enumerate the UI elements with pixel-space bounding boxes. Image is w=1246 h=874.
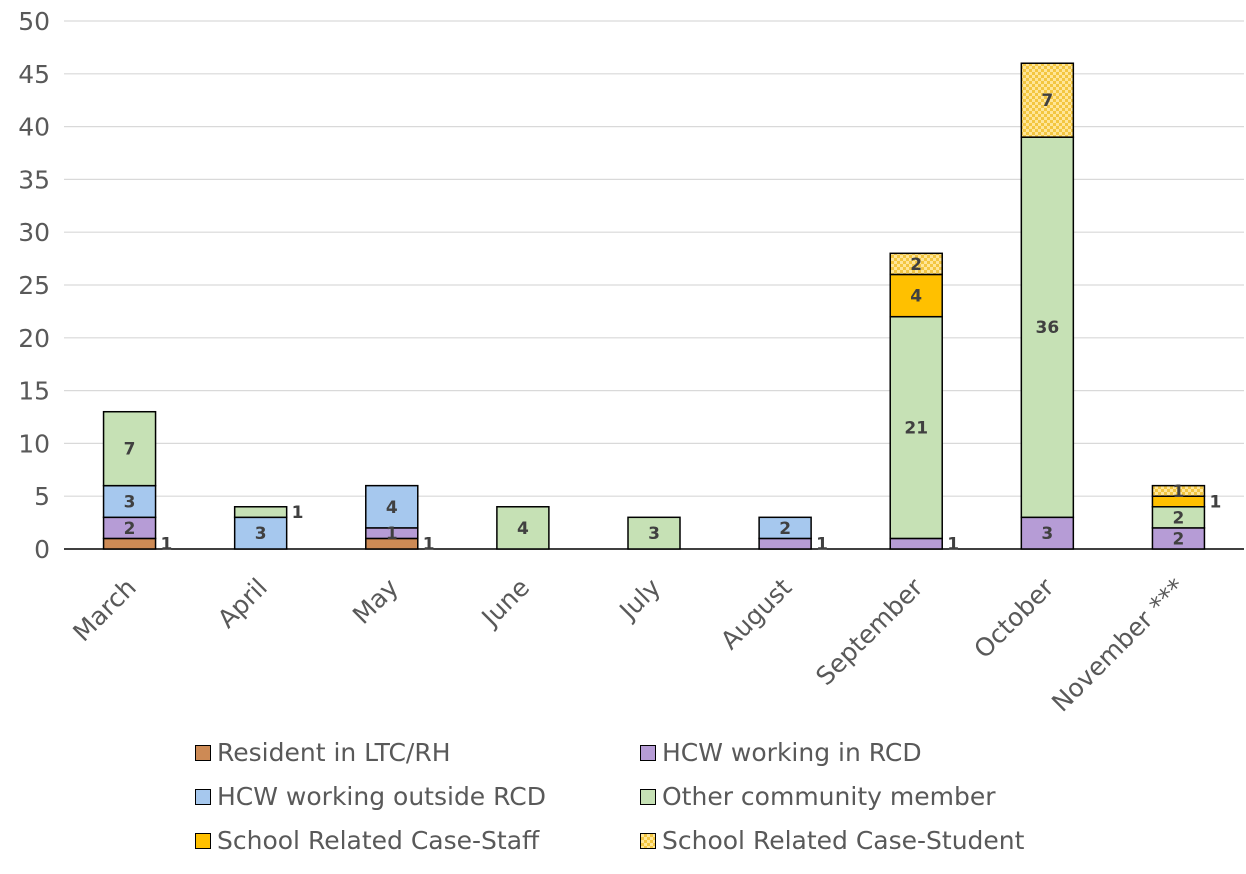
data-label: 7 (1041, 91, 1053, 111)
data-label: 2 (779, 519, 791, 539)
legend: Resident in LTC/RH HCW working in RCD HCW … (195, 738, 1195, 868)
data-label: 36 (1035, 318, 1059, 338)
bar-segment (758, 537, 812, 550)
x-tick-label: July (613, 573, 667, 627)
data-label: 3 (255, 524, 267, 544)
data-label: 21 (904, 419, 928, 439)
y-tick-label: 50 (18, 7, 50, 36)
legend-label: Other community member (662, 782, 996, 811)
legend-swatch (195, 744, 211, 761)
bar-segment (1151, 484, 1206, 497)
y-tick-label: 10 (18, 429, 50, 458)
legend-label: School Related Case-Student (662, 826, 1025, 855)
y-tick-label: 35 (18, 165, 50, 194)
x-axis-tick-labels: March April May June July August September Octo… (67, 572, 1190, 717)
y-tick-label: 30 (18, 218, 50, 247)
data-label: 2 (124, 519, 136, 539)
x-tick-label: September (810, 572, 929, 691)
x-tick-label: November *** (1046, 573, 1191, 718)
bar-segment (233, 516, 288, 550)
legend-swatch (195, 832, 211, 849)
x-tick-label: June (475, 573, 535, 633)
y-tick-label: 15 (18, 377, 50, 406)
data-label: 4 (517, 519, 529, 539)
data-label: 3 (124, 492, 136, 512)
legend-label: School Related Case-Staff (217, 826, 540, 855)
x-tick-label: May (347, 573, 404, 630)
x-tick-label: April (212, 573, 273, 634)
legend-swatch (640, 788, 656, 805)
data-label: 3 (648, 524, 660, 544)
data-label: 1 (423, 535, 435, 555)
legend-item: School Related Case-Student (640, 826, 1024, 855)
data-label: 1 (161, 535, 173, 555)
y-tick-label: 20 (18, 324, 50, 353)
y-tick-label: 45 (18, 60, 50, 89)
y-axis-tick-labels: 0 5 10 15 20 25 30 35 40 45 50 (18, 7, 50, 564)
x-tick-label: October (968, 572, 1060, 664)
data-label: 4 (910, 287, 922, 307)
y-tick-label: 0 (34, 535, 50, 564)
bar-segment (758, 516, 812, 540)
data-label: 1 (386, 524, 398, 544)
data-label: 2 (1173, 529, 1185, 549)
bar-segment (102, 410, 157, 487)
data-label: 1 (816, 535, 828, 555)
bar-segment (627, 516, 681, 550)
legend-swatch (195, 788, 211, 805)
legend-item: Resident in LTC/RH (195, 738, 451, 767)
legend-label: HCW working outside RCD (217, 782, 546, 811)
x-tick-label: March (67, 573, 141, 647)
data-label: 1 (292, 503, 304, 523)
bar-segment (102, 537, 157, 550)
data-label: 4 (386, 498, 398, 518)
bar-segment (1020, 62, 1075, 138)
data-label: 2 (1173, 508, 1185, 528)
bar-segment (889, 537, 943, 550)
data-label: 2 (910, 255, 922, 275)
legend-item: School Related Case-Staff (195, 826, 539, 855)
legend-swatch (640, 832, 656, 849)
bar-segment (496, 506, 550, 550)
legend-label: Resident in LTC/RH (217, 738, 451, 767)
bar-segment (889, 315, 943, 540)
legend-item: HCW working in RCD (640, 738, 922, 767)
legend-label: HCW working in RCD (662, 738, 922, 767)
bar-segment (889, 252, 943, 276)
data-label: 1 (1209, 492, 1221, 512)
legend-item: Other community member (640, 782, 995, 811)
bars (102, 62, 1206, 550)
bar-segment (365, 484, 419, 529)
x-tick-label: August (715, 573, 798, 656)
data-label: 3 (1041, 524, 1053, 544)
data-label: 1 (1173, 482, 1185, 502)
bar-segment (102, 484, 157, 519)
legend-item: HCW working outside RCD (195, 782, 546, 811)
data-label: 7 (124, 440, 136, 460)
y-tick-label: 40 (18, 113, 50, 142)
bar-segment (889, 273, 943, 318)
legend-swatch (640, 744, 656, 761)
y-tick-label: 25 (18, 271, 50, 300)
y-tick-label: 5 (34, 482, 50, 511)
bar-segment (233, 506, 288, 519)
data-label: 1 (947, 535, 959, 555)
bar-segment (1020, 516, 1075, 550)
